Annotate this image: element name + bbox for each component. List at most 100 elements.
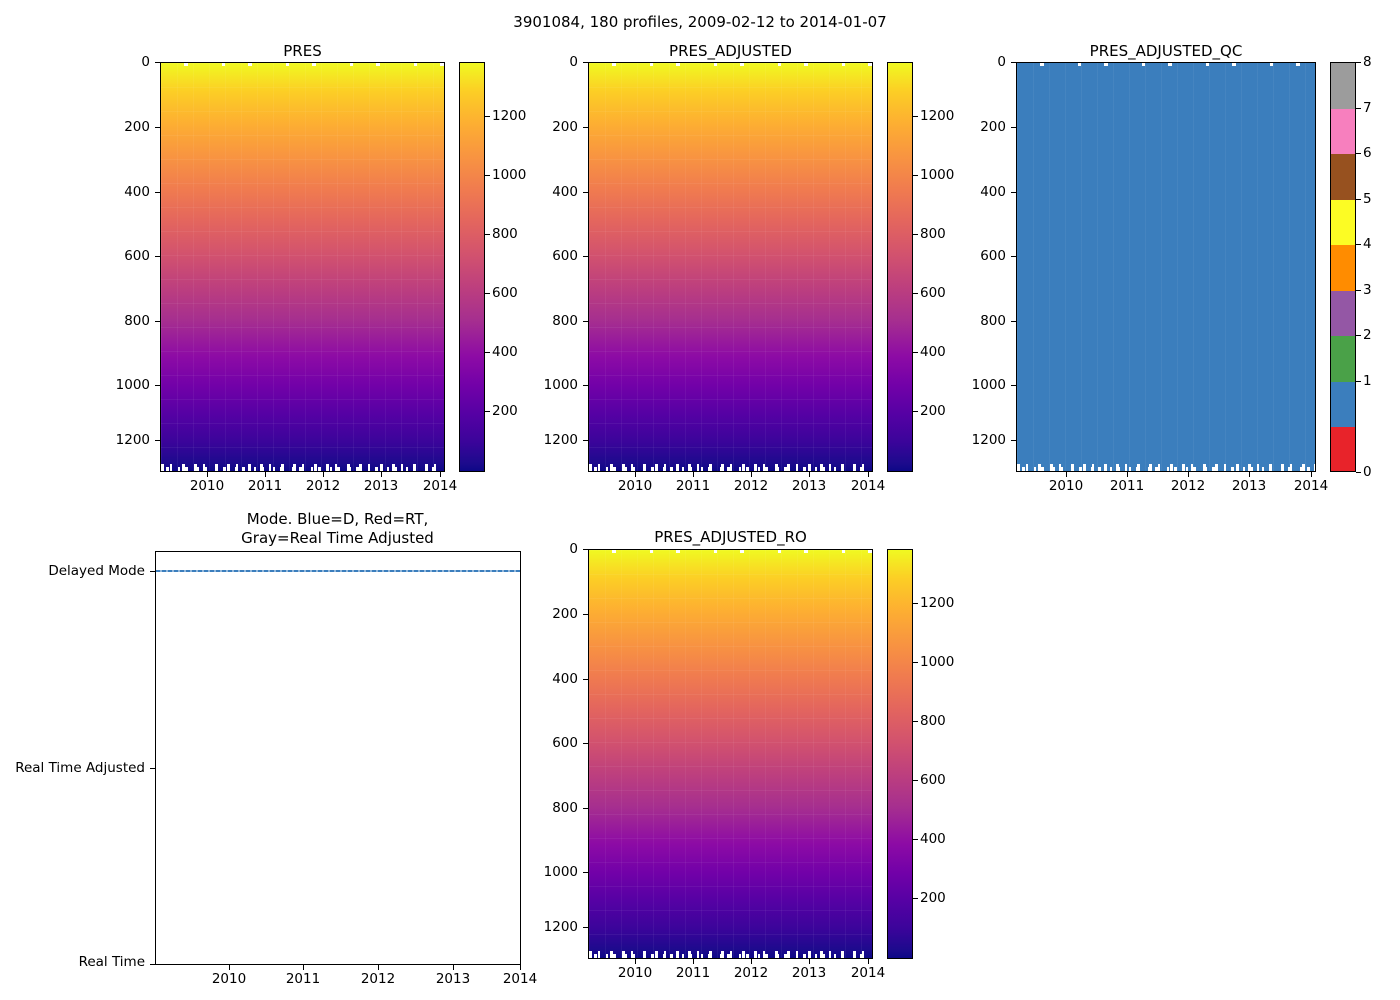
ytick-label: 800 bbox=[124, 313, 150, 329]
ytick-label: 400 bbox=[124, 184, 150, 200]
xtick-label: 2014 bbox=[850, 478, 886, 494]
xtick bbox=[693, 959, 695, 964]
ytick-label: 1000 bbox=[543, 377, 578, 393]
xtick bbox=[520, 965, 522, 970]
qc-colorbar-tick-label: 8 bbox=[1363, 54, 1372, 70]
colorbar-tick bbox=[913, 839, 918, 841]
panel-pres-adjusted-axes[interactable] bbox=[588, 62, 873, 472]
ytick bbox=[155, 256, 160, 258]
ytick-label: 200 bbox=[552, 606, 578, 622]
colorbar-tick bbox=[913, 780, 918, 782]
panel-pres-adjusted-ro-title: PRES_ADJUSTED_RO bbox=[654, 528, 807, 546]
colorbar-tick-label: 200 bbox=[492, 403, 518, 419]
xtick bbox=[1188, 472, 1190, 477]
ytick bbox=[583, 256, 588, 258]
colorbar-tick-label: 1200 bbox=[920, 108, 955, 124]
xtick-label: 2013 bbox=[435, 971, 471, 987]
panel-qc-colorbar[interactable] bbox=[1330, 62, 1356, 472]
colorbar-tick bbox=[913, 293, 918, 295]
colorbar-tick bbox=[913, 603, 918, 605]
colorbar-tick bbox=[913, 898, 918, 900]
xtick-label: 2011 bbox=[285, 971, 321, 987]
colorbar-tick bbox=[913, 411, 918, 413]
qc-colorbar-segment-1 bbox=[1331, 381, 1355, 428]
ytick-label: 200 bbox=[124, 119, 150, 135]
ytick bbox=[583, 679, 588, 681]
xtick bbox=[868, 959, 870, 964]
panel-pres-adjusted-ro-axes[interactable] bbox=[588, 549, 873, 959]
xtick bbox=[381, 472, 383, 477]
qc-colorbar-tick bbox=[1356, 62, 1361, 64]
xtick bbox=[635, 472, 637, 477]
ytick bbox=[150, 964, 155, 966]
ytick-label: 1200 bbox=[115, 432, 150, 448]
colorbar-tick-label: 1000 bbox=[920, 654, 955, 670]
xtick-label: 2012 bbox=[733, 478, 769, 494]
panel-qc-heatmap bbox=[1017, 63, 1315, 471]
panel-pres-adjusted-colorbar[interactable] bbox=[887, 62, 913, 472]
panel-pres-adjusted-qc-axes[interactable] bbox=[1016, 62, 1316, 472]
qc-colorbar-tick-label: 7 bbox=[1363, 99, 1372, 116]
ytick bbox=[155, 192, 160, 194]
colorbar-tick-label: 800 bbox=[920, 226, 946, 242]
colorbar-tick-label: 1200 bbox=[492, 108, 527, 124]
colorbar-tick bbox=[913, 116, 918, 118]
ytick bbox=[1011, 321, 1016, 323]
ytick-label: 600 bbox=[552, 248, 578, 264]
qc-colorbar-tick bbox=[1356, 198, 1361, 200]
qc-colorbar-tick bbox=[1356, 472, 1361, 474]
colorbar-tick-label: 800 bbox=[492, 226, 518, 242]
ytick-label: 0 bbox=[569, 54, 578, 70]
colorbar-tick-label: 200 bbox=[920, 403, 946, 419]
colorbar-tick bbox=[913, 234, 918, 236]
ytick bbox=[583, 808, 588, 810]
panel-pres-title: PRES bbox=[283, 42, 322, 60]
xtick-label: 2011 bbox=[1109, 478, 1145, 494]
panel-mode-title-line-2: Gray=Real Time Adjusted bbox=[241, 529, 434, 547]
panel-pres-axes[interactable] bbox=[160, 62, 445, 472]
ytick-label: 1200 bbox=[971, 432, 1006, 448]
ytick-label: 0 bbox=[569, 541, 578, 557]
colorbar-tick-label: 400 bbox=[920, 344, 946, 360]
xtick-label: 2011 bbox=[247, 478, 283, 494]
qc-colorbar-segment-2 bbox=[1331, 336, 1355, 382]
xtick bbox=[1311, 472, 1313, 477]
xtick-label: 2010 bbox=[617, 965, 653, 981]
xtick bbox=[1249, 472, 1251, 477]
colorbar-tick bbox=[913, 175, 918, 177]
ytick bbox=[583, 549, 588, 551]
xtick-label: 2013 bbox=[1231, 478, 1267, 494]
panel-pres-colorbar[interactable] bbox=[459, 62, 485, 472]
colorbar-tick bbox=[913, 352, 918, 354]
qc-colorbar-segment-3 bbox=[1331, 290, 1355, 337]
ytick bbox=[583, 927, 588, 929]
qc-colorbar-tick-label: 1 bbox=[1363, 372, 1372, 389]
qc-colorbar-tick-label: 4 bbox=[1363, 236, 1372, 253]
ytick bbox=[1011, 385, 1016, 387]
xtick bbox=[303, 965, 305, 970]
ytick-label-real-time: Real Time bbox=[78, 954, 145, 970]
xtick-label: 2014 bbox=[422, 478, 458, 494]
xtick-label: 2012 bbox=[305, 478, 341, 494]
ytick bbox=[155, 440, 160, 442]
ytick bbox=[155, 127, 160, 129]
panel-mode-axes[interactable] bbox=[155, 551, 521, 965]
panel-pres-adjusted-ro-colorbar[interactable] bbox=[887, 549, 913, 959]
ytick bbox=[155, 62, 160, 64]
ytick bbox=[150, 768, 155, 770]
xtick-label: 2014 bbox=[1293, 478, 1329, 494]
ytick bbox=[583, 872, 588, 874]
ytick bbox=[583, 743, 588, 745]
qc-colorbar-segment-5 bbox=[1331, 199, 1355, 246]
colorbar-tick bbox=[485, 116, 490, 118]
panel-mode-title-line-1: Mode. Blue=D, Red=RT, bbox=[246, 510, 429, 528]
xtick bbox=[265, 472, 267, 477]
xtick bbox=[207, 472, 209, 477]
ytick-label: 800 bbox=[980, 313, 1006, 329]
xtick-label: 2013 bbox=[791, 965, 827, 981]
ytick bbox=[583, 127, 588, 129]
ytick-label: 1000 bbox=[543, 864, 578, 880]
qc-colorbar-tick-label: 6 bbox=[1363, 145, 1372, 162]
colorbar-tick-label: 600 bbox=[492, 285, 518, 301]
